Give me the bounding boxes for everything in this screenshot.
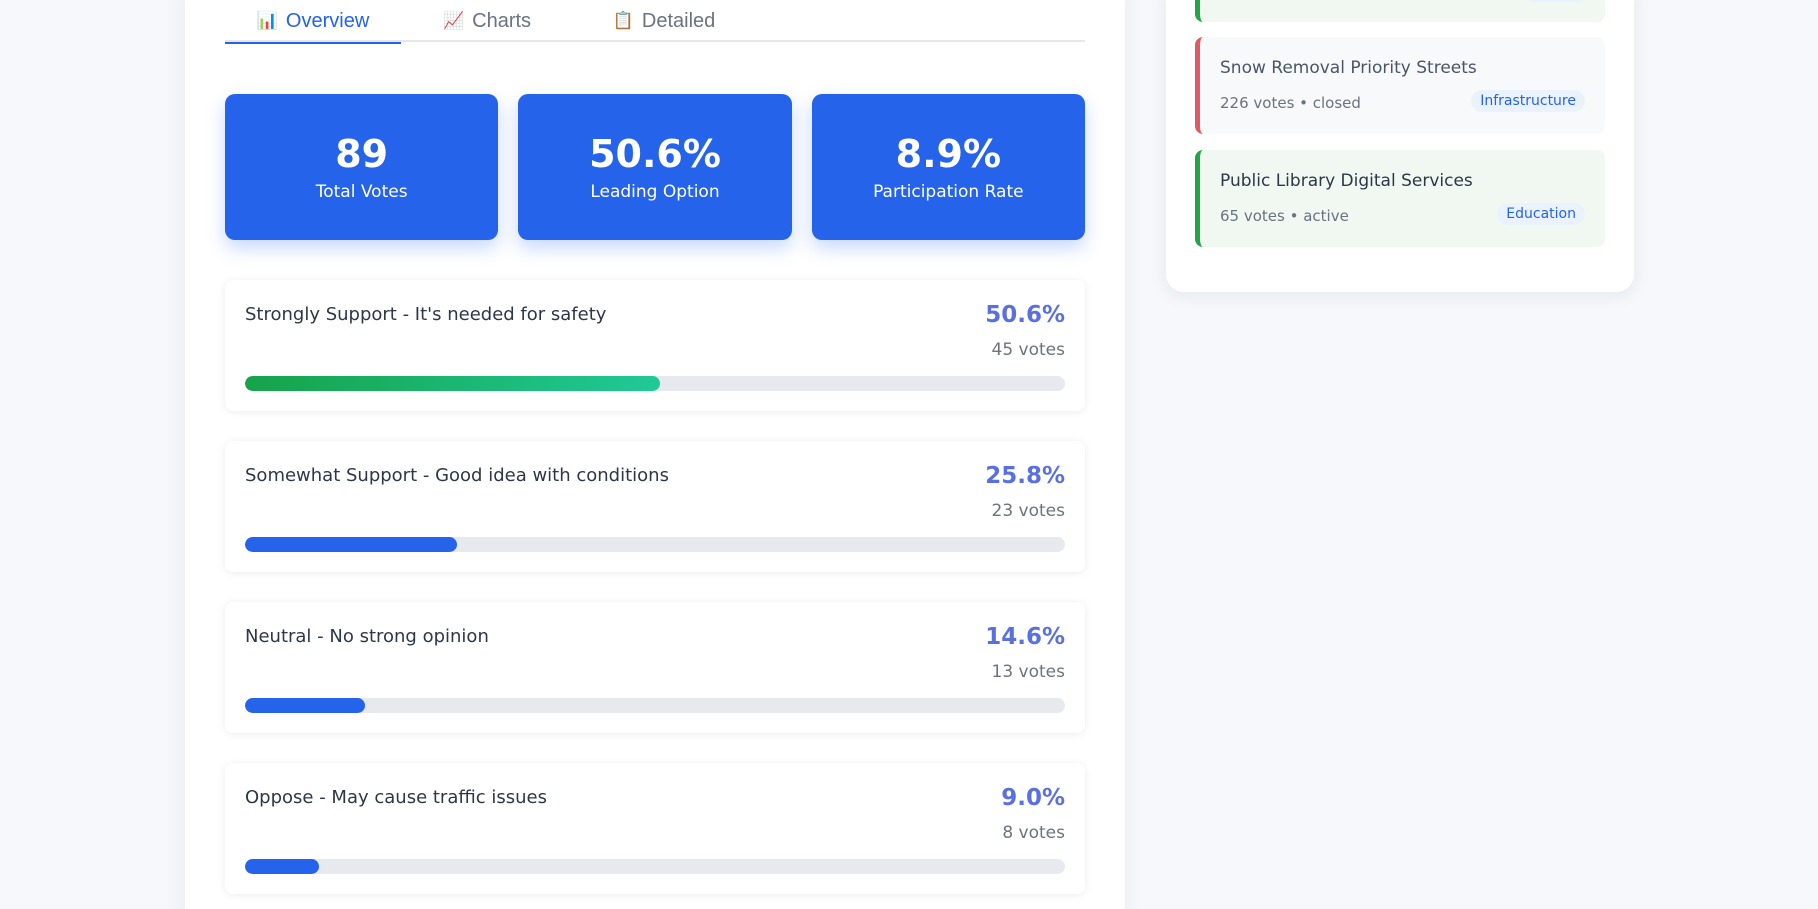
option-votes: 45 votes xyxy=(991,340,1065,360)
tab-overview[interactable]: 📊 Overview xyxy=(225,0,401,44)
stat-value: 8.9% xyxy=(895,132,1002,176)
stat-label: Leading Option xyxy=(590,182,720,202)
stat-card-total-votes: 89 Total Votes xyxy=(225,94,499,240)
option-percent: 9.0% xyxy=(1001,785,1065,811)
option-votes: 8 votes xyxy=(1002,823,1065,843)
option-result: Somewhat Support - Good idea with condit… xyxy=(225,441,1085,572)
option-result: Neutral - No strong opinion 14.6% 13 vot… xyxy=(225,602,1085,733)
poll-meta: 65 votes • active xyxy=(1220,207,1349,225)
stat-value: 89 xyxy=(335,132,389,176)
progress-track xyxy=(245,859,1065,874)
option-result: Oppose - May cause traffic issues 9.0% 8… xyxy=(225,763,1085,894)
category-tag: Infrastructure xyxy=(1471,90,1585,112)
progress-fill xyxy=(245,859,319,874)
progress-fill xyxy=(245,537,457,552)
progress-fill xyxy=(245,376,660,391)
option-percent: 14.6% xyxy=(985,624,1065,650)
option-label: Somewhat Support - Good idea with condit… xyxy=(245,465,669,486)
option-votes: 23 votes xyxy=(991,501,1065,521)
category-tag xyxy=(1525,0,1585,2)
summary-stats: 89 Total Votes 50.6% Leading Option 8.9%… xyxy=(225,94,1085,240)
bar-chart-icon: 📊 xyxy=(256,11,278,30)
view-tabs: 📊 Overview 📈 Charts 📋 Detailed xyxy=(225,0,1085,44)
option-percent: 25.8% xyxy=(985,463,1065,489)
stat-value: 50.6% xyxy=(589,132,721,176)
tab-label: Detailed xyxy=(641,9,716,32)
poll-card-partial[interactable] xyxy=(1195,0,1605,22)
line-chart-icon: 📈 xyxy=(442,11,465,30)
tab-label: Charts xyxy=(472,9,532,32)
option-label: Oppose - May cause traffic issues xyxy=(245,787,547,808)
tab-label: Overview xyxy=(285,9,370,32)
stat-label: Total Votes xyxy=(315,182,408,202)
category-tag: Education xyxy=(1497,203,1585,225)
poll-title[interactable]: Snow Removal Priority Streets xyxy=(1220,58,1477,78)
option-percent: 50.6% xyxy=(985,302,1065,328)
progress-fill xyxy=(245,698,365,713)
option-label: Neutral - No strong opinion xyxy=(245,626,489,647)
option-results-list: Strongly Support - It's needed for safet… xyxy=(225,280,1085,909)
tab-detailed[interactable]: 📋 Detailed xyxy=(573,0,755,42)
progress-track xyxy=(245,376,1065,391)
stat-label: Participation Rate xyxy=(873,182,1024,202)
related-polls-panel: Snow Removal Priority Streets 226 votes … xyxy=(1166,0,1634,292)
poll-card[interactable]: Public Library Digital Services 65 votes… xyxy=(1195,150,1605,247)
tab-charts[interactable]: 📈 Charts xyxy=(401,0,573,42)
option-result: Strongly Support - It's needed for safet… xyxy=(225,280,1085,411)
stat-card-leading-option: 50.6% Leading Option xyxy=(518,94,792,240)
progress-track xyxy=(245,698,1065,713)
clipboard-icon: 📋 xyxy=(612,11,634,30)
poll-meta: 226 votes • closed xyxy=(1220,94,1361,112)
option-label: Strongly Support - It's needed for safet… xyxy=(245,304,607,325)
progress-track xyxy=(245,537,1065,552)
stat-card-participation-rate: 8.9% Participation Rate xyxy=(811,94,1085,240)
poll-card[interactable]: Snow Removal Priority Streets 226 votes … xyxy=(1195,37,1605,134)
option-votes: 13 votes xyxy=(991,662,1065,682)
results-panel: 📊 Overview 📈 Charts 📋 Detailed 89 Total … xyxy=(185,0,1125,909)
poll-title[interactable]: Public Library Digital Services xyxy=(1220,171,1473,191)
